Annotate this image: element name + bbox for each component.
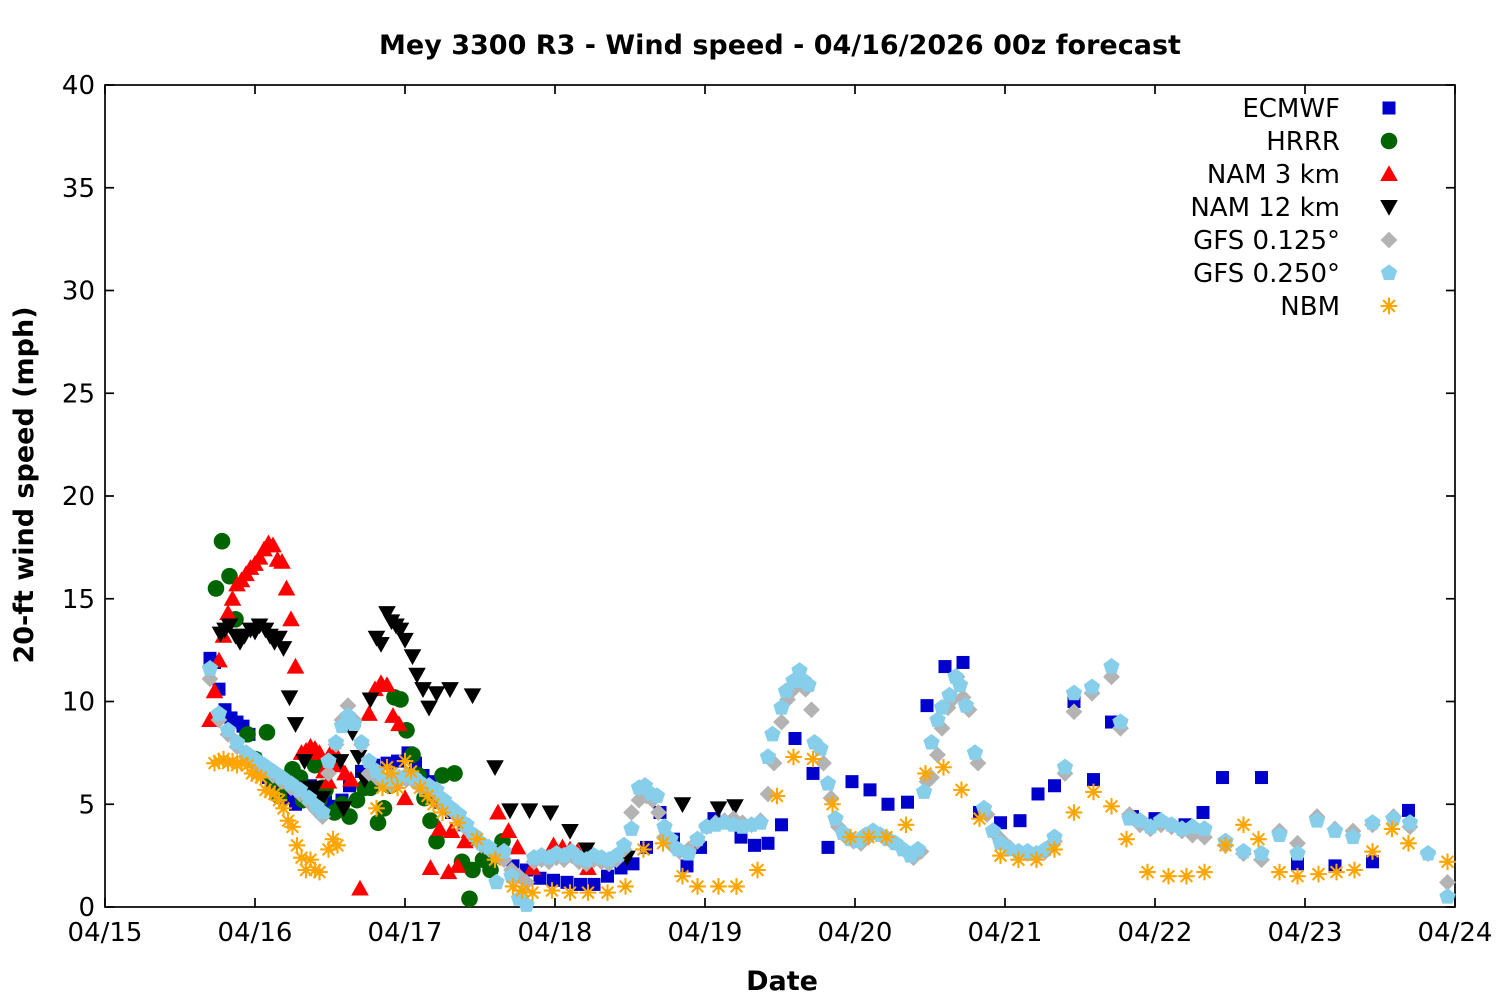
x-tick-label: 04/20 xyxy=(818,918,893,948)
y-tick-label: 0 xyxy=(78,893,95,923)
y-tick-label: 40 xyxy=(62,71,95,101)
nbm-points xyxy=(206,748,1456,901)
legend-label-gfs-0125: GFS 0.125° xyxy=(1193,226,1340,256)
nam-3km-triangle-up-icon xyxy=(1380,165,1398,181)
x-tick-label: 04/16 xyxy=(218,918,293,948)
legend-label-nam-12km: NAM 12 km xyxy=(1190,193,1340,223)
nam-12km-points xyxy=(211,606,744,867)
chart-legend: ECMWF HRRR NAM 3 km NAM 12 km GFS 0.125°… xyxy=(1190,94,1398,322)
nam-3km-points xyxy=(201,534,597,896)
y-axis-title: 20-ft wind speed (mph) xyxy=(9,306,40,663)
legend-label-nam-3km: NAM 3 km xyxy=(1207,160,1340,190)
chart-title: Mey 3300 R3 - Wind speed - 04/16/2026 00… xyxy=(379,30,1181,61)
legend-item-ecmwf: ECMWF xyxy=(1242,94,1396,124)
y-tick-label: 35 xyxy=(62,174,95,204)
legend-item-hrrr: HRRR xyxy=(1266,127,1398,157)
y-tick-label: 30 xyxy=(62,277,95,307)
y-tick-label: 20 xyxy=(62,482,95,512)
legend-label-hrrr: HRRR xyxy=(1266,127,1340,157)
x-tick-label: 04/18 xyxy=(518,918,593,948)
x-tick-label: 04/19 xyxy=(668,918,743,948)
x-tick-label: 04/15 xyxy=(68,918,143,948)
nbm-asterisk-icon xyxy=(1380,297,1398,315)
y-tick-label: 10 xyxy=(62,688,95,718)
legend-label-gfs-0250: GFS 0.250° xyxy=(1193,259,1340,289)
y-tick-label: 15 xyxy=(62,585,95,615)
legend-item-nbm: NBM xyxy=(1280,292,1398,322)
axis-tick-marks xyxy=(104,84,1456,908)
plot-data-points xyxy=(201,532,1456,912)
gfs-0250-points xyxy=(201,657,1456,912)
x-axis-title: Date xyxy=(746,966,818,997)
x-tick-label: 04/17 xyxy=(368,918,443,948)
gfs-0125-diamond-icon xyxy=(1380,231,1398,249)
y-tick-label: 25 xyxy=(62,379,95,409)
legend-label-ecmwf: ECMWF xyxy=(1242,94,1340,124)
gfs-0250-pentagon-icon xyxy=(1380,264,1398,280)
x-tick-label: 04/21 xyxy=(968,918,1043,948)
legend-label-nbm: NBM xyxy=(1280,292,1340,322)
legend-item-gfs-0250: GFS 0.250° xyxy=(1193,259,1398,289)
x-tick-label: 04/23 xyxy=(1268,918,1343,948)
x-tick-label: 04/22 xyxy=(1118,918,1193,948)
y-tick-label: 5 xyxy=(78,790,95,820)
nam-12km-triangle-down-icon xyxy=(1380,200,1398,216)
legend-item-nam-3km: NAM 3 km xyxy=(1207,160,1398,190)
hrrr-circle-icon xyxy=(1380,132,1398,150)
plot-axes: 04/15 04/16 04/17 04/18 04/19 04/20 04/21 04/22… xyxy=(62,71,1493,948)
ecmwf-square-icon xyxy=(1382,101,1396,115)
legend-item-nam-12km: NAM 12 km xyxy=(1190,193,1398,223)
x-tick-label: 04/24 xyxy=(1418,918,1493,948)
legend-item-gfs-0125: GFS 0.125° xyxy=(1193,226,1398,256)
